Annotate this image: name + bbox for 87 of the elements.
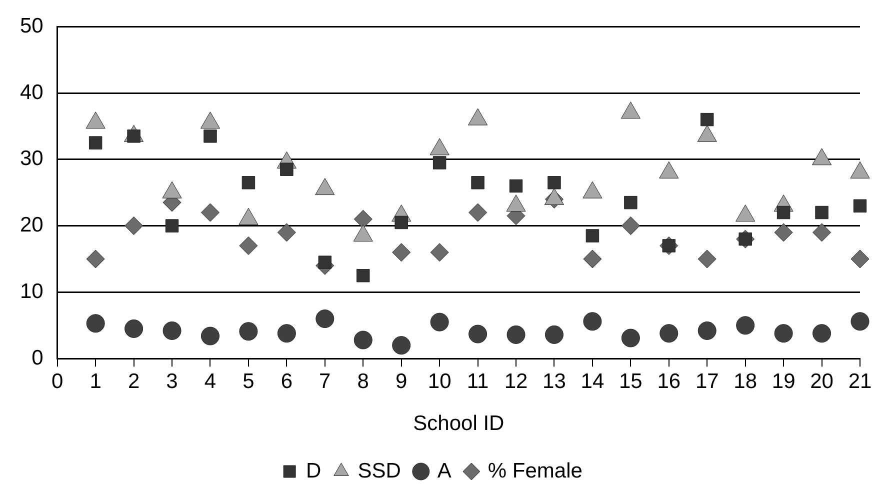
legend-label: D xyxy=(306,459,322,482)
y-tick-label: 40 xyxy=(20,80,44,104)
legend-label: A xyxy=(437,459,452,482)
y-tick-label: 10 xyxy=(20,280,44,303)
x-tick-label: 9 xyxy=(396,370,408,393)
point xyxy=(200,326,220,346)
x-tick-label: 1 xyxy=(90,370,102,393)
point xyxy=(736,316,755,335)
x-tick-label: 0 xyxy=(52,370,64,393)
x-tick-label: 18 xyxy=(734,370,758,393)
point xyxy=(318,256,332,269)
x-tick-label: 19 xyxy=(772,370,796,393)
point xyxy=(544,325,564,344)
point xyxy=(242,176,256,190)
point xyxy=(850,250,870,268)
point xyxy=(774,223,793,242)
x-tick-label: 4 xyxy=(204,370,216,393)
point xyxy=(853,199,867,212)
point xyxy=(621,328,640,348)
y-tick-label: 50 xyxy=(20,14,44,38)
legend-label: % Female xyxy=(488,459,582,482)
x-tick-label: 15 xyxy=(618,370,642,393)
y-tick-label: 20 xyxy=(20,214,44,237)
y-tick-label: 0 xyxy=(32,346,44,370)
x-tick-label: 5 xyxy=(242,370,254,393)
point xyxy=(86,314,105,333)
point xyxy=(316,310,334,328)
point xyxy=(354,330,372,350)
x-tick-label: 6 xyxy=(280,370,293,393)
point xyxy=(200,203,220,222)
point xyxy=(586,229,600,242)
x-tick-label: 10 xyxy=(428,370,452,393)
point xyxy=(583,250,602,268)
point xyxy=(815,206,828,220)
point xyxy=(356,268,370,282)
y-tick-label: 30 xyxy=(20,147,44,170)
point xyxy=(239,236,258,255)
point xyxy=(430,243,449,262)
point xyxy=(392,336,411,355)
point xyxy=(774,324,793,343)
point xyxy=(812,324,832,343)
point xyxy=(660,324,678,343)
legend-label: SSD xyxy=(358,459,401,482)
point xyxy=(583,312,602,331)
point xyxy=(698,250,716,268)
point xyxy=(776,206,790,220)
point xyxy=(624,196,638,210)
point xyxy=(277,223,296,242)
point xyxy=(124,319,144,338)
x-tick-label: 2 xyxy=(128,370,140,393)
point xyxy=(468,324,488,344)
x-tick-label: 3 xyxy=(166,370,178,393)
point xyxy=(700,112,714,126)
x-tick-label: 7 xyxy=(319,370,331,393)
point xyxy=(548,176,561,190)
point xyxy=(430,312,449,332)
point xyxy=(124,216,144,236)
point xyxy=(468,203,488,222)
point xyxy=(394,216,408,230)
point xyxy=(86,250,105,268)
x-tick-label: 12 xyxy=(504,370,528,393)
point xyxy=(471,176,484,190)
x-tick-label: 17 xyxy=(695,370,719,393)
point xyxy=(354,210,372,228)
x-tick-label: 21 xyxy=(848,370,872,393)
point xyxy=(506,325,526,344)
point xyxy=(621,216,640,236)
point xyxy=(88,136,102,150)
point xyxy=(812,223,832,242)
x-tick-label: 13 xyxy=(542,370,566,393)
point xyxy=(239,322,258,341)
point xyxy=(392,243,411,262)
x-tick-label: 14 xyxy=(580,370,604,393)
point xyxy=(850,312,870,331)
point xyxy=(280,162,294,176)
point xyxy=(509,179,523,193)
point xyxy=(432,156,446,170)
point xyxy=(162,321,182,340)
x-tick-label: 11 xyxy=(466,370,489,393)
point xyxy=(277,324,296,343)
point xyxy=(165,219,179,232)
x-tick-label: 20 xyxy=(810,370,834,393)
point xyxy=(698,321,716,340)
x-axis-title: School ID xyxy=(413,412,504,436)
point xyxy=(204,130,217,143)
x-tick-label: 16 xyxy=(657,370,681,393)
x-tick-label: 8 xyxy=(357,370,369,393)
